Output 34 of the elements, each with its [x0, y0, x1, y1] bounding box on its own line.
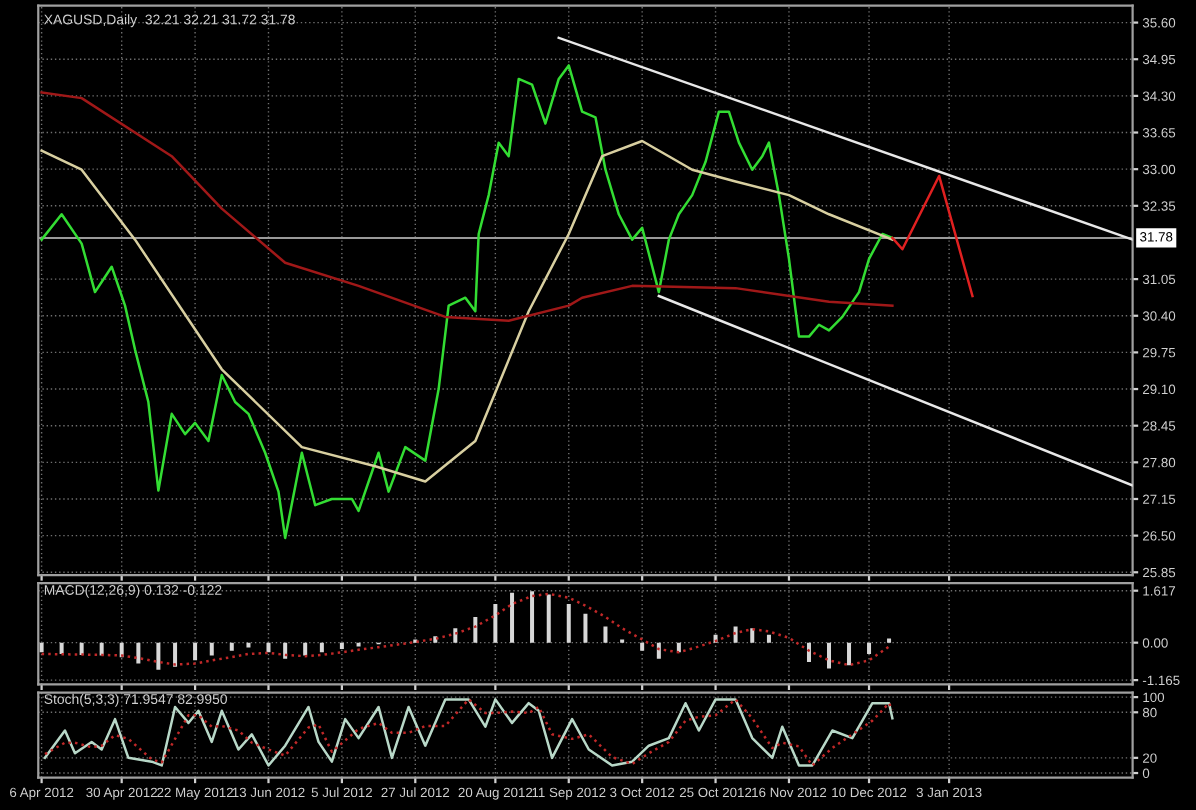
bar — [546, 594, 551, 643]
bar — [193, 642, 198, 661]
bar — [530, 591, 535, 643]
bar — [473, 616, 478, 643]
bar — [566, 604, 571, 643]
bar — [867, 642, 872, 654]
bar — [136, 642, 141, 664]
bar — [229, 642, 234, 651]
bar — [99, 642, 104, 656]
bar — [750, 628, 755, 643]
bar — [766, 634, 771, 643]
bar — [156, 642, 161, 670]
bar — [603, 626, 608, 643]
bar — [173, 642, 178, 667]
line-series — [40, 91, 894, 323]
bar — [847, 642, 852, 666]
bar — [283, 642, 288, 659]
line-series — [891, 174, 974, 298]
line-series — [40, 64, 894, 540]
bar — [303, 642, 308, 656]
bar — [733, 626, 738, 643]
bar — [266, 642, 271, 653]
bar — [59, 642, 64, 654]
bar — [640, 642, 645, 651]
bar — [339, 642, 344, 650]
bar — [209, 642, 214, 656]
bar — [39, 642, 44, 653]
line-series — [40, 139, 894, 483]
bar — [827, 642, 831, 669]
bar — [319, 642, 324, 653]
bar — [453, 628, 458, 643]
bar — [583, 613, 588, 643]
bar — [493, 604, 498, 643]
bar — [806, 642, 811, 662]
